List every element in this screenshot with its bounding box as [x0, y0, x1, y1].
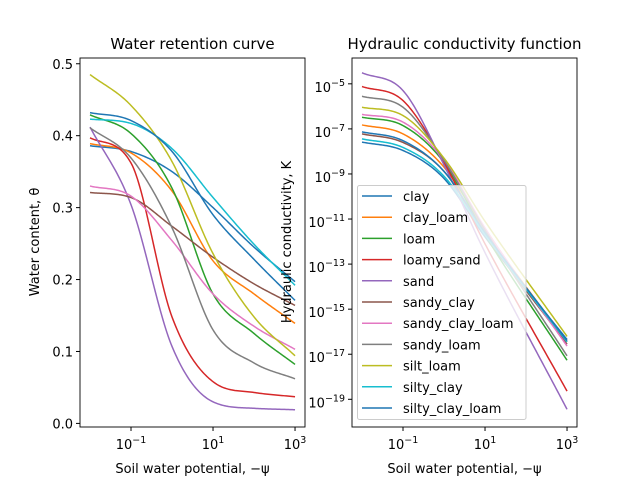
water-retention-line-sand — [89, 126, 296, 411]
water-retention-series-group — [89, 73, 296, 411]
legend-frame — [357, 185, 527, 420]
water-retention-line-silty-clay-loam — [89, 111, 296, 301]
water-retention-line-sandy-clay-loam — [89, 185, 296, 350]
tick-exponent: −15 — [325, 303, 345, 314]
tick-exponent: −19 — [325, 393, 345, 404]
legend-label-silty-clay: silty_clay — [403, 381, 463, 396]
tick-exponent: −9 — [331, 168, 345, 179]
tick-exponent: −1 — [404, 435, 418, 446]
legend-label-loamy-sand: loamy_sand — [403, 254, 481, 269]
water-retention-ytick-label: 0.2 — [52, 274, 73, 289]
legend-label-sandy-clay-loam: sandy_clay_loam — [403, 317, 514, 332]
tick-exponent: 1 — [218, 435, 224, 446]
tick-exponent: 1 — [490, 435, 496, 446]
hydraulic-conductivity-xlabel: Soil water potential, −ψ — [387, 462, 541, 477]
water-retention-ytick-label: 0.3 — [52, 202, 73, 217]
tick-exponent: 3 — [300, 435, 306, 446]
water-retention-line-loamy-sand — [89, 137, 296, 398]
water-retention-title: Water retention curve — [110, 35, 274, 53]
legend-label-sandy-clay: sandy_clay — [403, 296, 475, 311]
legend-label-clay-loam: clay_loam — [403, 211, 468, 226]
hydraulic-conductivity-frame — [351, 57, 578, 428]
water-retention-ytick-label: 0.5 — [52, 58, 73, 73]
legend-label-loam: loam — [403, 232, 435, 247]
legend-label-sand: sand — [403, 275, 434, 290]
water-retention-line-sandy-loam — [89, 127, 296, 380]
legend-label-sandy-loam: sandy_loam — [403, 338, 481, 353]
tick-exponent: −5 — [331, 78, 345, 89]
tick-exponent: −17 — [325, 348, 345, 359]
legend-label-clay: clay — [403, 190, 430, 205]
tick-exponent: −1 — [132, 435, 146, 446]
hydraulic-conductivity-ylabel: Hydraulic conductivity, K — [280, 160, 295, 323]
water-retention-frame — [79, 57, 306, 428]
hydraulic-conductivity-axes: Hydraulic conductivity function Soil wat… — [280, 35, 582, 477]
water-retention-ytick-label: 0.0 — [52, 417, 73, 432]
water-retention-xlabel: Soil water potential, −ψ — [115, 462, 269, 477]
hydraulic-conductivity-title: Hydraulic conductivity function — [348, 35, 582, 53]
water-retention-line-silty-clay — [89, 118, 296, 286]
legend-label-silty-clay-loam: silty_clay_loam — [403, 402, 501, 417]
tick-exponent: 3 — [572, 435, 578, 446]
water-retention-line-silt-loam — [89, 73, 296, 357]
legend-label-silt-loam: silt_loam — [403, 360, 461, 375]
tick-exponent: −13 — [325, 258, 345, 269]
water-retention-ytick-label: 0.1 — [52, 345, 73, 360]
water-retention-ylabel: Water content, θ — [28, 188, 43, 297]
water-retention-line-sandy-clay — [89, 191, 296, 307]
tick-exponent: −11 — [325, 213, 345, 224]
water-retention-ytick-label: 0.4 — [52, 130, 73, 145]
tick-exponent: −7 — [331, 123, 345, 134]
